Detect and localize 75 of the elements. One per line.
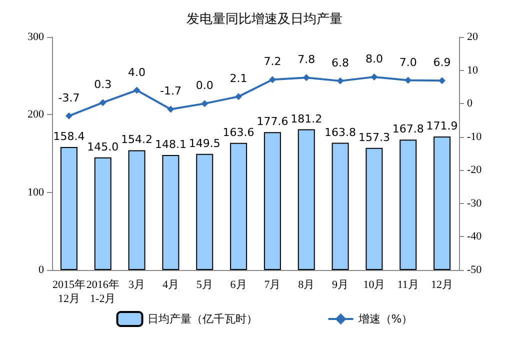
data-label: 163.6 bbox=[222, 126, 254, 139]
data-label: 171.9 bbox=[426, 119, 458, 132]
point bbox=[302, 74, 310, 82]
data-label: 157.3 bbox=[358, 130, 390, 144]
x-tick-label: 8月 bbox=[298, 279, 315, 291]
x-tick-label: 11月 bbox=[397, 279, 419, 291]
x-tick-label: 10月 bbox=[363, 279, 386, 291]
data-label: -3.7 bbox=[58, 91, 80, 104]
bar bbox=[60, 146, 78, 270]
data-label: 149.5 bbox=[188, 136, 220, 150]
point bbox=[336, 77, 344, 84]
data-label: 7.2 bbox=[264, 55, 282, 68]
bar bbox=[196, 154, 214, 270]
y-tick-label: 100 bbox=[28, 186, 44, 198]
data-label: 0.3 bbox=[94, 78, 112, 92]
data-label: 148.1 bbox=[154, 138, 186, 151]
bar bbox=[162, 154, 180, 270]
y2-tick-label: 0 bbox=[467, 98, 473, 110]
point bbox=[167, 106, 174, 113]
data-label: 6.9 bbox=[433, 56, 451, 70]
bar bbox=[332, 142, 349, 270]
legend-label: 日均产量（亿千瓦时） bbox=[147, 312, 258, 326]
data-label: 181.2 bbox=[290, 112, 322, 126]
x-tick-label: 2016年 1-2月 bbox=[86, 279, 120, 305]
bar bbox=[128, 150, 146, 270]
point bbox=[370, 73, 378, 80]
point bbox=[201, 100, 208, 108]
data-label: 0.0 bbox=[196, 79, 214, 92]
x-tick-label: 7月 bbox=[264, 279, 281, 291]
y2-tick-label: -10 bbox=[467, 130, 482, 143]
data-label: 7.0 bbox=[399, 56, 417, 69]
x-tick-label: 2015年 12月 bbox=[52, 279, 86, 305]
point bbox=[133, 86, 140, 94]
y2-tick-label: -40 bbox=[467, 230, 482, 243]
bar bbox=[400, 140, 417, 270]
data-label: 4.0 bbox=[128, 66, 146, 79]
point bbox=[404, 76, 412, 84]
legend-label: 增速（%） bbox=[357, 312, 413, 326]
y-tick-label: 0 bbox=[38, 264, 44, 276]
bar bbox=[94, 157, 112, 270]
bar bbox=[366, 148, 383, 270]
data-label: 154.2 bbox=[121, 133, 153, 146]
data-label: 2.1 bbox=[230, 72, 248, 86]
data-label: 7.8 bbox=[298, 53, 316, 66]
y2-tick-label: -20 bbox=[467, 164, 482, 176]
point bbox=[65, 112, 72, 120]
y-tick-label: 300 bbox=[28, 31, 44, 43]
y2-tick-label: -30 bbox=[467, 197, 482, 210]
x-tick-label: 4月 bbox=[162, 279, 179, 291]
data-label: 167.8 bbox=[392, 122, 424, 136]
chart-title: 发电量同比增速及日均产量 bbox=[186, 12, 342, 27]
point bbox=[99, 99, 106, 106]
data-label: 177.6 bbox=[256, 115, 288, 128]
data-label: 163.8 bbox=[324, 126, 356, 139]
bar bbox=[434, 136, 451, 270]
data-label: 6.8 bbox=[332, 56, 350, 70]
y-tick-label: 200 bbox=[28, 108, 44, 121]
x-tick-label: 9月 bbox=[332, 279, 349, 291]
point bbox=[438, 77, 446, 84]
bar bbox=[264, 132, 281, 270]
x-tick-label: 5月 bbox=[196, 279, 213, 291]
y2-tick-label: 10 bbox=[467, 64, 478, 76]
x-tick-label: 12月 bbox=[431, 279, 454, 291]
point bbox=[268, 76, 276, 84]
data-label: 158.4 bbox=[53, 130, 85, 143]
point bbox=[235, 93, 242, 100]
x-tick-label: 3月 bbox=[128, 279, 146, 291]
x-tick-label: 6月 bbox=[230, 279, 247, 291]
data-label: -1.7 bbox=[160, 84, 182, 98]
bar bbox=[298, 129, 315, 270]
data-label: 8.0 bbox=[365, 52, 383, 66]
y2-tick-label: 20 bbox=[467, 31, 478, 43]
y2-tick-label: -50 bbox=[467, 264, 482, 276]
bar bbox=[230, 142, 248, 270]
data-label: 145.0 bbox=[87, 140, 119, 154]
